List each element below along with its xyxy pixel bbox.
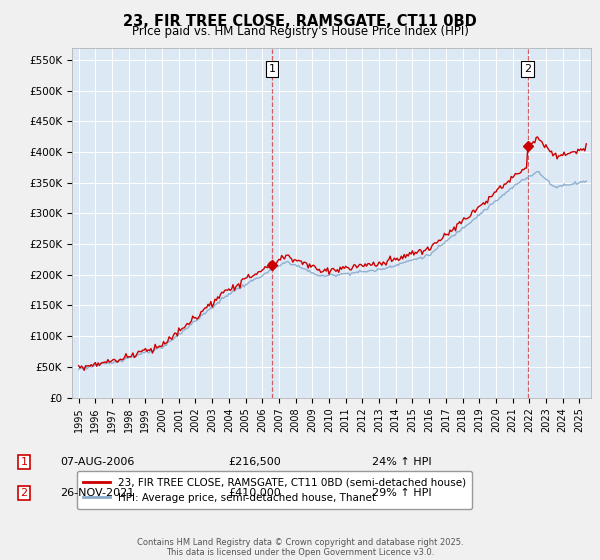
- Text: 24% ↑ HPI: 24% ↑ HPI: [372, 457, 431, 467]
- Text: 2: 2: [524, 64, 531, 74]
- Text: 23, FIR TREE CLOSE, RAMSGATE, CT11 0BD: 23, FIR TREE CLOSE, RAMSGATE, CT11 0BD: [123, 14, 477, 29]
- Text: 2: 2: [20, 488, 28, 498]
- Text: 07-AUG-2006: 07-AUG-2006: [60, 457, 134, 467]
- Legend: 23, FIR TREE CLOSE, RAMSGATE, CT11 0BD (semi-detached house), HPI: Average price: 23, FIR TREE CLOSE, RAMSGATE, CT11 0BD (…: [77, 471, 472, 509]
- Text: 26-NOV-2021: 26-NOV-2021: [60, 488, 134, 498]
- Text: 1: 1: [268, 64, 275, 74]
- Text: Contains HM Land Registry data © Crown copyright and database right 2025.
This d: Contains HM Land Registry data © Crown c…: [137, 538, 463, 557]
- Text: £216,500: £216,500: [228, 457, 281, 467]
- Text: £410,000: £410,000: [228, 488, 281, 498]
- Text: 1: 1: [20, 457, 28, 467]
- Text: Price paid vs. HM Land Registry's House Price Index (HPI): Price paid vs. HM Land Registry's House …: [131, 25, 469, 38]
- Text: 29% ↑ HPI: 29% ↑ HPI: [372, 488, 431, 498]
